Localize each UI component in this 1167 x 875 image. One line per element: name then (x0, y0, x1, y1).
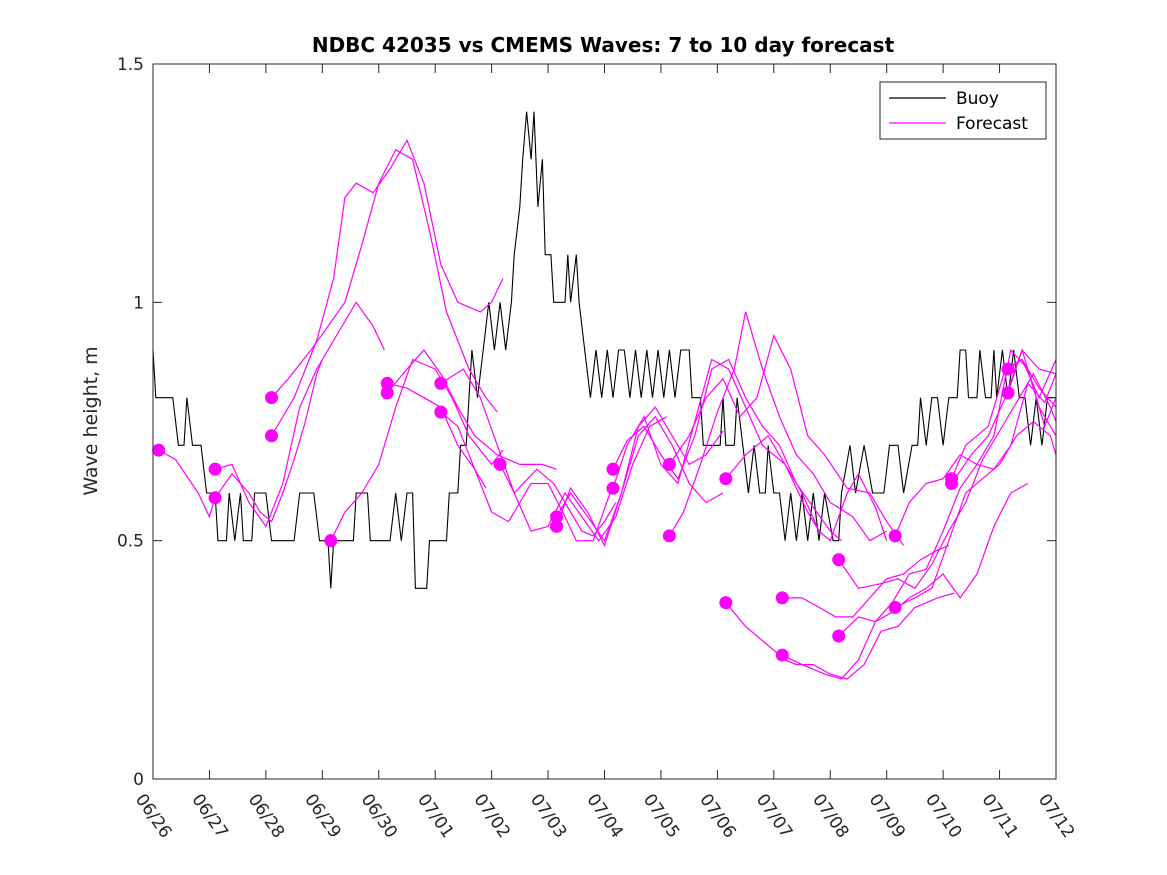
forecast-start-point (434, 376, 448, 390)
chart-title: NDBC 42035 vs CMEMS Waves: 7 to 10 day f… (312, 33, 895, 57)
buoy-series-line (152, 111, 1056, 589)
legend-label: Buoy (956, 89, 999, 109)
forecast-run-line (330, 358, 504, 541)
forecast-start-point (550, 519, 564, 533)
forecast-start-point (719, 596, 733, 610)
legend-box (879, 81, 1047, 140)
forecast-start-point (1001, 362, 1015, 376)
legend: Buoy Forecast (879, 81, 1047, 140)
forecast-start-point (324, 534, 338, 548)
forecast-start-point (265, 429, 279, 443)
forecast-run-line (668, 311, 887, 542)
forecast-start-point (719, 472, 733, 486)
forecast-run-line (440, 411, 611, 542)
forecast-start-point (775, 591, 789, 605)
forecast-run-line (1007, 358, 1057, 408)
forecast-run-line (725, 434, 888, 542)
forecast-run-line (668, 334, 905, 546)
forecast-start-point (265, 391, 279, 405)
forecast-run-line (1007, 347, 1057, 437)
y-tick-label: 1.5 (117, 55, 144, 75)
forecast-run-line (386, 349, 557, 470)
forecast-start-point (152, 443, 166, 457)
forecast-start-point (888, 529, 902, 543)
forecast-start-point (945, 472, 959, 486)
forecast-start-point (606, 481, 620, 495)
forecast-run-line (782, 544, 950, 618)
forecast-start-point (662, 529, 676, 543)
forecast-start-point (493, 457, 507, 471)
y-tick-label: 1 (133, 293, 144, 313)
forecast-start-point (1001, 386, 1015, 400)
legend-label: Forecast (956, 114, 1028, 134)
forecast-run-line (214, 301, 385, 528)
forecast-start-point (550, 510, 564, 524)
forecast-run-line (440, 368, 617, 537)
forecast-run-line (270, 138, 504, 437)
forecast-start-point (380, 376, 394, 390)
forecast-start-point (832, 553, 846, 567)
plot-area (152, 111, 1057, 680)
forecast-run-line (725, 592, 955, 680)
forecast-run-line (894, 420, 1057, 608)
forecast-run-line (612, 358, 842, 542)
forecast-run-line (555, 415, 724, 542)
y-axis-label: Wave height, m (80, 346, 102, 495)
y-tick-label: 0 (133, 770, 144, 790)
forecast-run-line (158, 449, 216, 519)
y-tick-label: 0.5 (117, 532, 144, 552)
forecast-start-point (208, 491, 222, 505)
forecast-start-point (434, 405, 448, 419)
forecast-start-point (380, 386, 394, 400)
forecast-run-line (499, 416, 667, 542)
forecast-start-point (775, 648, 789, 662)
forecast-run-line (271, 148, 498, 413)
forecast-run-line (838, 373, 1057, 637)
forecast-start-point (208, 462, 222, 476)
forecast-start-point (606, 462, 620, 476)
forecast-start-point (888, 600, 902, 614)
forecast-run-line (782, 482, 1029, 680)
forecast-start-point (832, 629, 846, 643)
forecast-start-point (662, 457, 676, 471)
